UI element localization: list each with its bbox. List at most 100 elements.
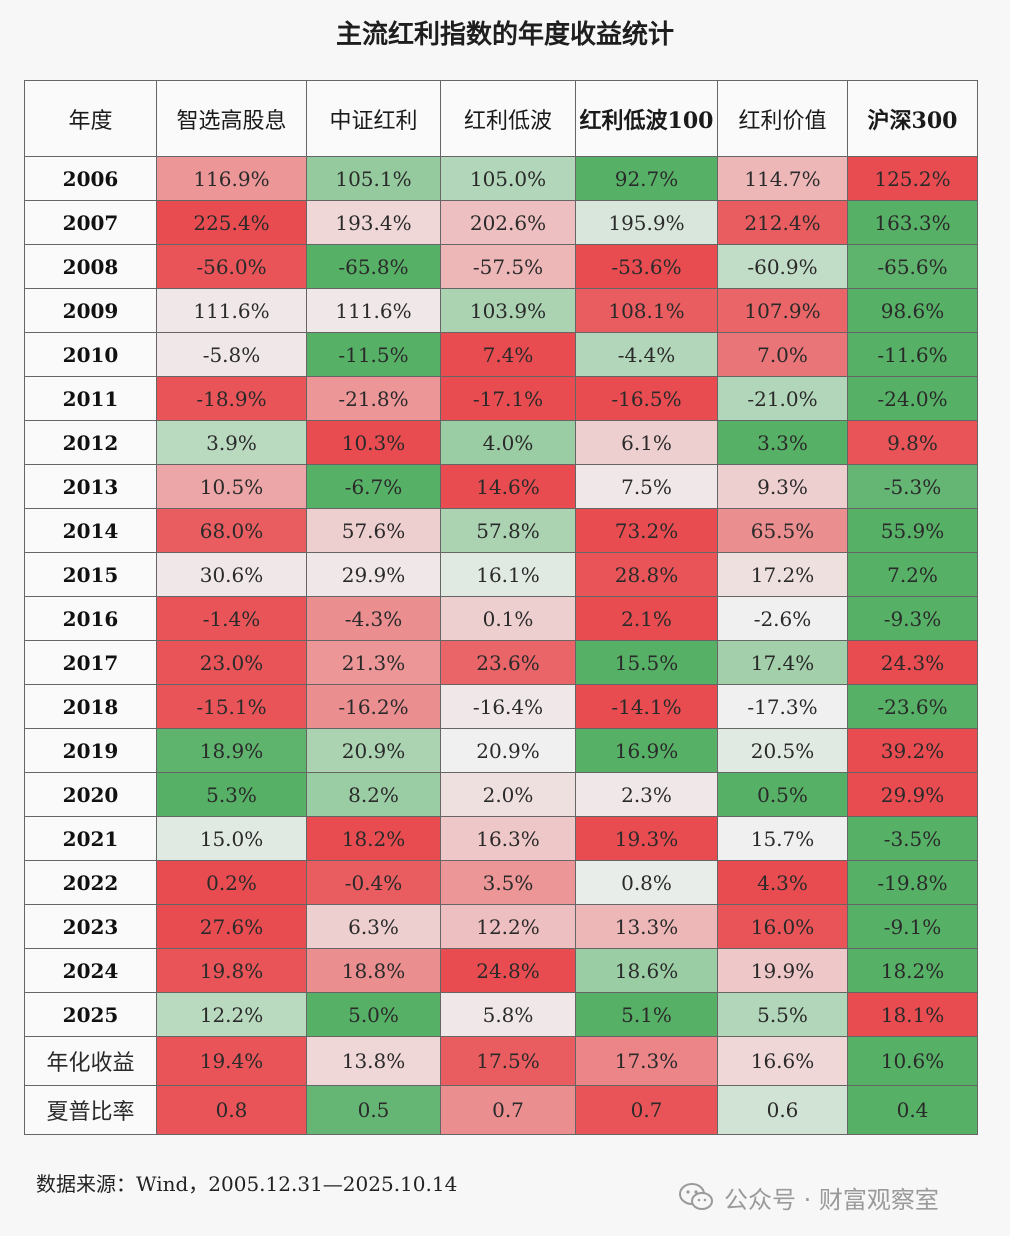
- value-cell: 9.3%: [717, 464, 848, 509]
- value-cell: 18.9%: [156, 728, 307, 773]
- value-cell: -19.8%: [847, 860, 978, 905]
- value-cell: -17.3%: [717, 684, 848, 729]
- value-cell: 16.6%: [717, 1036, 848, 1086]
- value-cell: 18.1%: [847, 992, 978, 1037]
- value-cell: 19.3%: [575, 816, 718, 861]
- table-row: 2009 111.6% 111.6% 103.9% 108.1% 107.9% 98.6%: [24, 288, 978, 333]
- value-cell: 0.1%: [440, 596, 576, 641]
- value-cell: 18.8%: [306, 948, 441, 993]
- value-cell: 7.2%: [847, 552, 978, 597]
- value-cell: 116.9%: [156, 156, 307, 201]
- value-cell: 0.8%: [575, 860, 718, 905]
- value-cell: 105.1%: [306, 156, 441, 201]
- table-row: 2017 23.0% 21.3% 23.6% 15.5% 17.4% 24.3%: [24, 640, 978, 685]
- value-cell: -5.3%: [847, 464, 978, 509]
- header-zhixuan-high-dividend: 智选高股息: [156, 80, 307, 157]
- value-cell: -4.3%: [306, 596, 441, 641]
- year-cell: 2025: [24, 992, 157, 1037]
- value-cell: 107.9%: [717, 288, 848, 333]
- value-cell: 23.0%: [156, 640, 307, 685]
- value-cell: 30.6%: [156, 552, 307, 597]
- value-cell: 5.5%: [717, 992, 848, 1037]
- value-cell: 193.4%: [306, 200, 441, 245]
- value-cell: 125.2%: [847, 156, 978, 201]
- value-cell: 7.0%: [717, 332, 848, 377]
- value-cell: 6.1%: [575, 420, 718, 465]
- header-year: 年度: [24, 80, 157, 157]
- value-cell: -21.0%: [717, 376, 848, 421]
- value-cell: 19.9%: [717, 948, 848, 993]
- year-cell: 2010: [24, 332, 157, 377]
- value-cell: -11.5%: [306, 332, 441, 377]
- value-cell: 0.5%: [717, 772, 848, 817]
- year-cell: 2013: [24, 464, 157, 509]
- value-cell: 14.6%: [440, 464, 576, 509]
- value-cell: -65.8%: [306, 244, 441, 289]
- value-cell: 18.2%: [306, 816, 441, 861]
- value-cell: 18.6%: [575, 948, 718, 993]
- value-cell: 57.6%: [306, 508, 441, 553]
- value-cell: -56.0%: [156, 244, 307, 289]
- value-cell: 29.9%: [306, 552, 441, 597]
- value-cell: 24.8%: [440, 948, 576, 993]
- value-cell: -57.5%: [440, 244, 576, 289]
- table-row: 2019 18.9% 20.9% 20.9% 16.9% 20.5% 39.2%: [24, 728, 978, 773]
- value-cell: 111.6%: [306, 288, 441, 333]
- value-cell: 39.2%: [847, 728, 978, 773]
- value-cell: 9.8%: [847, 420, 978, 465]
- value-cell: 19.4%: [156, 1036, 307, 1086]
- value-cell: -23.6%: [847, 684, 978, 729]
- value-cell: 24.3%: [847, 640, 978, 685]
- value-cell: -4.4%: [575, 332, 718, 377]
- year-cell: 2021: [24, 816, 157, 861]
- year-cell: 2020: [24, 772, 157, 817]
- table-row: 2025 12.2% 5.0% 5.8% 5.1% 5.5% 18.1%: [24, 992, 978, 1037]
- value-cell: 0.8: [156, 1085, 307, 1135]
- value-cell: 0.4: [847, 1085, 978, 1135]
- year-cell: 2006: [24, 156, 157, 201]
- value-cell: 0.7: [440, 1085, 576, 1135]
- value-cell: 20.5%: [717, 728, 848, 773]
- value-cell: 92.7%: [575, 156, 718, 201]
- value-cell: 16.9%: [575, 728, 718, 773]
- value-cell: 0.7: [575, 1085, 718, 1135]
- value-cell: 10.6%: [847, 1036, 978, 1086]
- value-cell: 68.0%: [156, 508, 307, 553]
- value-cell: 12.2%: [156, 992, 307, 1037]
- value-cell: 5.0%: [306, 992, 441, 1037]
- table-row: 2023 27.6% 6.3% 12.2% 13.3% 16.0% -9.1%: [24, 904, 978, 949]
- header-csi-dividend: 中证红利: [306, 80, 441, 157]
- value-cell: 17.5%: [440, 1036, 576, 1086]
- value-cell: 20.9%: [306, 728, 441, 773]
- value-cell: 65.5%: [717, 508, 848, 553]
- year-cell: 2012: [24, 420, 157, 465]
- value-cell: 0.6: [717, 1085, 848, 1135]
- year-cell: 2007: [24, 200, 157, 245]
- value-cell: 105.0%: [440, 156, 576, 201]
- value-cell: -1.4%: [156, 596, 307, 641]
- value-cell: 10.5%: [156, 464, 307, 509]
- value-cell: -16.2%: [306, 684, 441, 729]
- value-cell: 2.0%: [440, 772, 576, 817]
- value-cell: 16.0%: [717, 904, 848, 949]
- value-cell: -15.1%: [156, 684, 307, 729]
- header-row: 年度 智选高股息 中证红利 红利低波 红利低波100 红利价值 沪深300: [24, 80, 978, 157]
- value-cell: 16.3%: [440, 816, 576, 861]
- watermark-text: 公众号 · 财富观察室: [724, 1185, 939, 1214]
- value-cell: -24.0%: [847, 376, 978, 421]
- value-cell: 15.5%: [575, 640, 718, 685]
- table-row: 2008 -56.0% -65.8% -57.5% -53.6% -60.9% -65.6%: [24, 244, 978, 289]
- value-cell: 8.2%: [306, 772, 441, 817]
- value-cell: 3.5%: [440, 860, 576, 905]
- value-cell: 212.4%: [717, 200, 848, 245]
- value-cell: -2.6%: [717, 596, 848, 641]
- table-row: 2010 -5.8% -11.5% 7.4% -4.4% 7.0% -11.6%: [24, 332, 978, 377]
- value-cell: -3.5%: [847, 816, 978, 861]
- value-cell: -0.4%: [306, 860, 441, 905]
- value-cell: 15.7%: [717, 816, 848, 861]
- value-cell: 10.3%: [306, 420, 441, 465]
- year-cell: 2008: [24, 244, 157, 289]
- value-cell: 111.6%: [156, 288, 307, 333]
- value-cell: 19.8%: [156, 948, 307, 993]
- year-cell: 2011: [24, 376, 157, 421]
